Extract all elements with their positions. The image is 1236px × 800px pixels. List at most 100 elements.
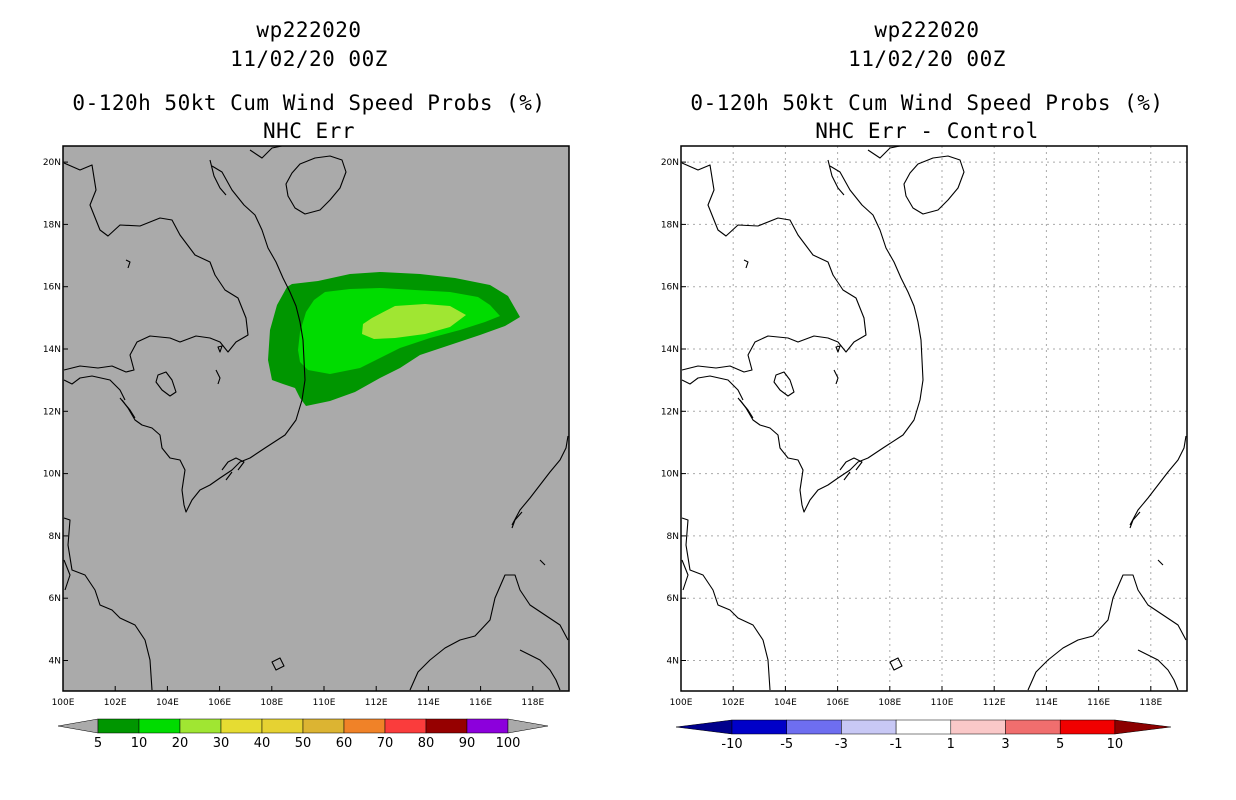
- colorbar-label: 30: [213, 736, 230, 751]
- panel-subtitle: NHC Err - Control: [815, 119, 1039, 143]
- colorbar-label: 100: [496, 736, 521, 751]
- colorbar-box: [1005, 719, 1061, 735]
- colorbar-label: 5: [94, 736, 102, 751]
- colorbar-label: 10: [1107, 737, 1124, 752]
- lon-label: 114E: [1035, 698, 1058, 708]
- panel-nhc-err: wp222020 11/02/20 00Z 0-120h 50kt Cum Wi…: [43, 18, 570, 751]
- colorbar-box: [97, 718, 140, 734]
- colorbar-box: [261, 718, 304, 734]
- colorbar-label: -10: [721, 737, 742, 752]
- contour-20-30: [362, 304, 466, 339]
- lat-label: 14N: [661, 345, 679, 355]
- lat-label: 20N: [43, 158, 61, 168]
- colorbar-end-low: [675, 719, 733, 735]
- lon-label: 116E: [1087, 698, 1110, 708]
- map-nhc-err: 100E 102E 104E 106E 108E 110E 112E 114E 116E 118E…: [43, 145, 570, 751]
- lon-label: 118E: [1139, 698, 1162, 708]
- colorbar-box: [786, 719, 842, 735]
- lon-label: 106E: [208, 698, 231, 708]
- lon-label: 102E: [104, 698, 127, 708]
- colorbar-box: [302, 718, 345, 734]
- map-frame: [62, 145, 570, 692]
- map-background: [63, 146, 569, 691]
- lat-label: 10N: [43, 470, 61, 480]
- colorbar-label: 1: [947, 737, 955, 752]
- lat-label: 20N: [661, 158, 679, 168]
- colorbar-box: [343, 718, 386, 734]
- colorbar-end-high: [1114, 719, 1171, 735]
- datetime: 11/02/20 00Z: [848, 47, 1006, 71]
- lon-label: 118E: [521, 698, 544, 708]
- lat-label: 12N: [661, 407, 679, 417]
- lon-label: 108E: [878, 698, 901, 708]
- lon-label: 112E: [365, 698, 388, 708]
- colorbar-label: 90: [459, 736, 476, 751]
- lon-label: 106E: [826, 698, 849, 708]
- lon-label: 100E: [52, 698, 75, 708]
- lon-label: 104E: [156, 698, 179, 708]
- lat-label: 18N: [661, 220, 679, 230]
- colorbar-label: 20: [172, 736, 189, 751]
- colorbar-label: 3: [1001, 737, 1009, 752]
- lat-label: 6N: [49, 594, 61, 604]
- lon-label: 114E: [417, 698, 440, 708]
- lon-label: 116E: [469, 698, 492, 708]
- colorbar-label: 60: [336, 736, 353, 751]
- probability-contours: [268, 272, 520, 406]
- product-title: 0-120h 50kt Cum Wind Speed Probs (%): [690, 91, 1164, 115]
- colorbar-end-low: [57, 718, 99, 734]
- lon-label: 110E: [931, 698, 954, 708]
- colorbar-box: [179, 718, 222, 734]
- lon-label: 102E: [722, 698, 745, 708]
- lat-label: 8N: [49, 532, 61, 542]
- colorbar-legend: 5 10 20 30 40 50 60 70 80 90 100: [57, 718, 549, 751]
- lon-label: 100E: [670, 698, 693, 708]
- lat-label: 16N: [43, 283, 61, 293]
- colorbar-box: [731, 719, 787, 735]
- colorbar-box: [841, 719, 897, 735]
- map-background: [681, 146, 1187, 691]
- map-axes: 100E 102E 104E 106E 108E 110E 112E 114E 116E 118E…: [661, 158, 1163, 708]
- lat-label: 10N: [661, 470, 679, 480]
- panel-nhc-err-control: wp222020 11/02/20 00Z 0-120h 50kt Cum Wi…: [618, 0, 1236, 800]
- storm-id: wp222020: [256, 18, 362, 42]
- lon-label: 104E: [774, 698, 797, 708]
- colorbar-label: 80: [418, 736, 435, 751]
- coastlines: [63, 145, 569, 691]
- product-title: 0-120h 50kt Cum Wind Speed Probs (%): [72, 91, 546, 115]
- map-difference: 100E 102E 104E 106E 108E 110E 112E 114E 116E 118E…: [661, 145, 1188, 752]
- colorbar-end-high: [507, 718, 549, 734]
- lat-label: 4N: [49, 657, 61, 667]
- colorbar-box: [384, 718, 427, 734]
- lon-label: 112E: [983, 698, 1006, 708]
- colorbar-label: -5: [780, 737, 793, 752]
- colorbar-box: [220, 718, 263, 734]
- colorbar-legend: -10 -5 -3 -1 1 3 5 10: [675, 719, 1171, 752]
- coastlines: [681, 145, 1187, 691]
- colorbar-label: 40: [254, 736, 271, 751]
- colorbar-label: -3: [835, 737, 848, 752]
- lat-label: 8N: [667, 532, 679, 542]
- map-frame: [680, 145, 1188, 692]
- colorbar-label: -1: [890, 737, 903, 752]
- colorbar-box: [425, 718, 468, 734]
- colorbar-label: 70: [377, 736, 394, 751]
- gridlines: [681, 146, 1187, 691]
- lat-label: 6N: [667, 594, 679, 604]
- colorbar-label: 5: [1056, 737, 1064, 752]
- lat-label: 18N: [43, 220, 61, 230]
- colorbar-box: [138, 718, 181, 734]
- colorbar-box: [1059, 719, 1116, 735]
- panel-subtitle: NHC Err: [262, 119, 355, 143]
- lat-label: 12N: [43, 407, 61, 417]
- datetime: 11/02/20 00Z: [230, 47, 388, 71]
- lat-label: 16N: [661, 283, 679, 293]
- colorbar-box: [466, 718, 509, 734]
- colorbar-label: 50: [295, 736, 312, 751]
- colorbar-label: 10: [131, 736, 148, 751]
- lon-label: 110E: [313, 698, 336, 708]
- storm-id: wp222020: [874, 18, 980, 42]
- lon-label: 108E: [260, 698, 283, 708]
- map-axes: 100E 102E 104E 106E 108E 110E 112E 114E 116E 118E…: [43, 158, 545, 708]
- lat-label: 14N: [43, 345, 61, 355]
